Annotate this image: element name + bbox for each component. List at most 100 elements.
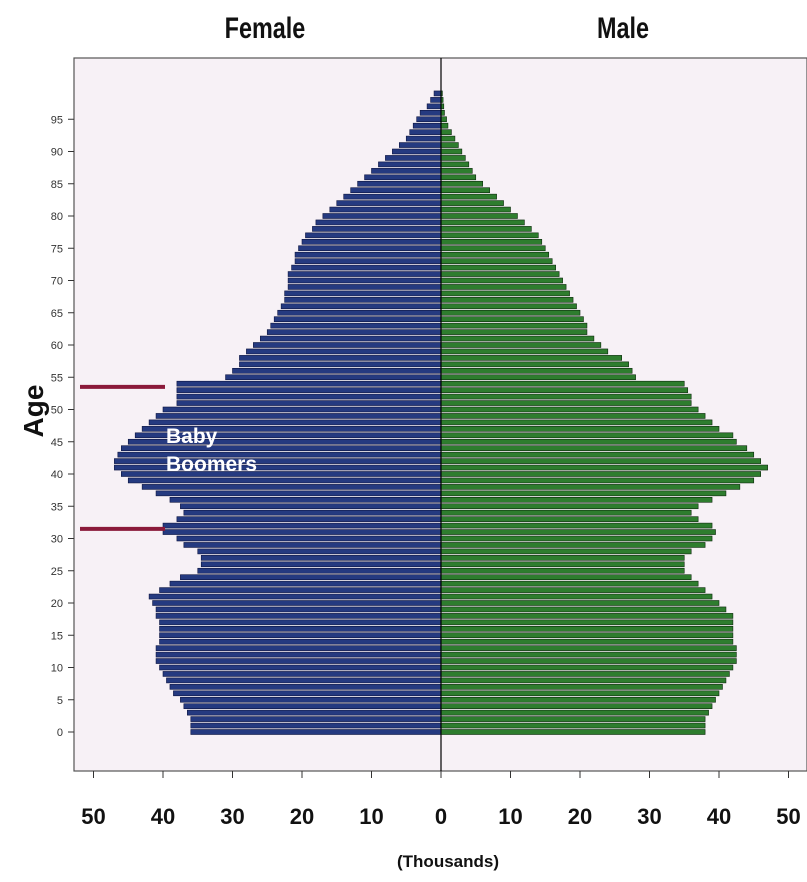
female-bar bbox=[305, 232, 442, 239]
male-bar bbox=[440, 471, 762, 477]
female-bar bbox=[322, 213, 442, 219]
male-bar bbox=[440, 258, 553, 264]
male-bar bbox=[440, 413, 706, 419]
x-tick-label: 10 bbox=[498, 804, 522, 829]
male-bar bbox=[440, 593, 713, 600]
female-bar bbox=[169, 580, 442, 587]
female-bar bbox=[183, 509, 442, 516]
male-bar bbox=[440, 135, 456, 142]
female-bar bbox=[409, 129, 442, 135]
male-bar bbox=[440, 406, 699, 413]
male-bar bbox=[440, 342, 602, 348]
female-bar bbox=[162, 406, 442, 413]
male-bar bbox=[440, 535, 713, 542]
male-bar bbox=[440, 193, 497, 200]
male-bar bbox=[440, 297, 574, 303]
male-bar bbox=[440, 677, 727, 684]
female-bar bbox=[284, 297, 442, 303]
female-bar bbox=[155, 413, 442, 419]
female-panel-title: Female bbox=[224, 12, 306, 45]
male-bar bbox=[440, 387, 689, 393]
female-bar bbox=[239, 355, 442, 361]
female-bars bbox=[114, 90, 442, 735]
female-bar bbox=[273, 316, 442, 323]
female-bar bbox=[155, 645, 442, 651]
female-bar bbox=[364, 174, 442, 181]
x-axis-ticks: 50 40 30 20 10 0 10 20 30 40 50 bbox=[81, 771, 801, 829]
male-bar bbox=[440, 393, 692, 400]
female-bar bbox=[350, 187, 442, 193]
female-bar bbox=[315, 219, 442, 226]
male-bar bbox=[440, 309, 581, 316]
male-bar bbox=[440, 374, 636, 381]
y-tick-label: 85 bbox=[51, 179, 63, 191]
y-tick-label: 0 bbox=[57, 727, 63, 739]
female-bar bbox=[162, 529, 442, 535]
y-tick-label: 80 bbox=[51, 211, 63, 223]
female-bar bbox=[180, 696, 442, 703]
male-bar bbox=[440, 503, 699, 510]
male-bar bbox=[440, 600, 720, 606]
female-bar bbox=[239, 361, 442, 368]
y-tick-label: 5 bbox=[57, 695, 63, 707]
male-bar bbox=[440, 206, 511, 213]
male-bar bbox=[440, 232, 539, 239]
y-tick-label: 35 bbox=[51, 501, 63, 513]
male-bar bbox=[440, 148, 463, 155]
male-bar bbox=[440, 226, 532, 232]
male-bar bbox=[440, 245, 546, 252]
male-bar bbox=[440, 180, 484, 187]
male-bar bbox=[440, 477, 755, 484]
male-bar bbox=[440, 671, 730, 677]
female-bar bbox=[298, 245, 442, 252]
female-bar bbox=[225, 374, 442, 381]
male-bar bbox=[440, 696, 716, 703]
female-bar bbox=[166, 677, 442, 684]
female-bar bbox=[159, 619, 442, 626]
female-bar bbox=[294, 258, 442, 264]
male-bar bbox=[440, 264, 556, 271]
male-bar bbox=[440, 187, 490, 193]
female-bar bbox=[270, 322, 442, 329]
female-bar bbox=[312, 226, 442, 232]
male-bar bbox=[440, 155, 466, 161]
female-bar bbox=[176, 535, 442, 542]
male-bar bbox=[440, 355, 622, 361]
male-bar bbox=[440, 567, 685, 574]
x-tick-label: 20 bbox=[290, 804, 314, 829]
male-bar bbox=[440, 348, 609, 355]
female-bar bbox=[426, 103, 442, 110]
female-bar bbox=[159, 632, 442, 639]
female-bar bbox=[162, 522, 442, 529]
male-bar bbox=[440, 451, 755, 458]
male-bar bbox=[440, 239, 543, 245]
male-bar bbox=[440, 709, 709, 716]
y-tick-label: 95 bbox=[51, 114, 63, 126]
female-bar bbox=[301, 239, 442, 245]
male-bar bbox=[440, 645, 737, 651]
male-bar bbox=[440, 464, 768, 471]
female-bar bbox=[200, 561, 442, 568]
female-bar bbox=[430, 97, 442, 103]
male-bar bbox=[440, 606, 727, 613]
female-bar bbox=[173, 690, 442, 697]
male-bar bbox=[440, 367, 633, 374]
male-bar bbox=[440, 490, 727, 497]
y-tick-label: 45 bbox=[51, 437, 63, 449]
y-tick-label: 50 bbox=[51, 405, 63, 417]
female-bar bbox=[187, 709, 442, 716]
female-bar bbox=[190, 722, 442, 729]
y-tick-label: 75 bbox=[51, 243, 63, 255]
male-bar bbox=[440, 484, 741, 490]
male-bar bbox=[440, 174, 477, 181]
male-bar bbox=[440, 284, 567, 290]
male-bar bbox=[440, 561, 685, 568]
male-bar bbox=[440, 587, 706, 593]
female-bar bbox=[169, 496, 442, 503]
male-bar bbox=[440, 122, 449, 129]
female-bar bbox=[141, 484, 442, 490]
male-bar bbox=[440, 664, 734, 671]
female-bar bbox=[385, 155, 442, 161]
female-bar bbox=[291, 264, 442, 271]
